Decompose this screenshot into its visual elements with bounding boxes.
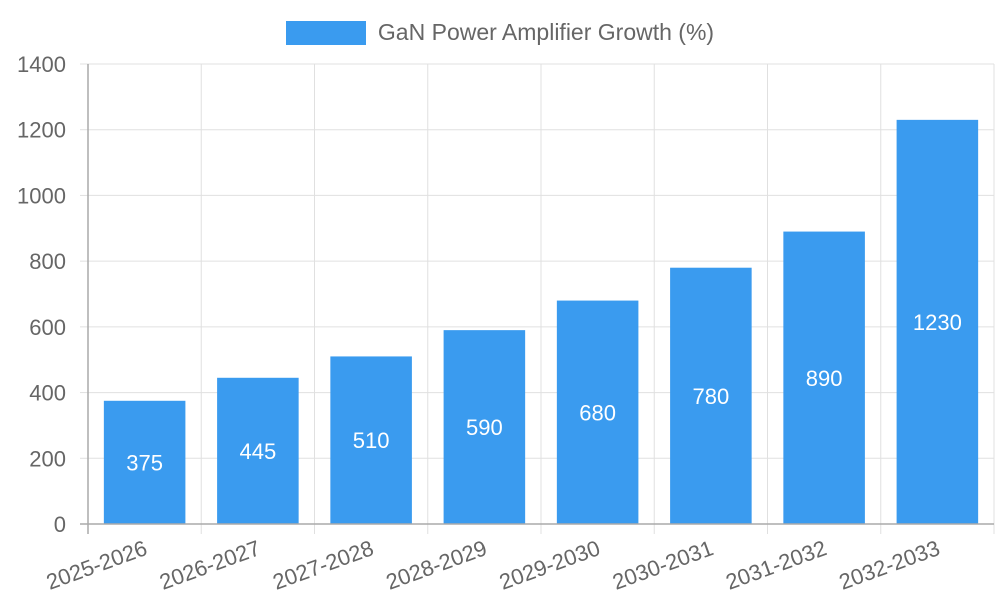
- x-tick-label: 2028-2029: [383, 535, 490, 594]
- bar-value-label: 680: [579, 400, 616, 425]
- bar-value-label: 1230: [913, 310, 962, 335]
- legend-swatch[interactable]: [285, 20, 366, 45]
- y-tick-label: 800: [29, 249, 66, 274]
- x-tick-label: 2030-2031: [609, 535, 716, 594]
- bar[interactable]: [330, 356, 412, 524]
- bar[interactable]: [103, 400, 186, 524]
- bars: 375 445 510 590 680 780 890 1230: [103, 119, 979, 525]
- bar[interactable]: [556, 300, 639, 524]
- bar-value-label: 510: [353, 428, 390, 453]
- y-tick-label: 1400: [17, 52, 66, 77]
- y-axis-labels: 0 200 400 600 800 1000 1200 1400: [17, 52, 66, 537]
- x-tick-label: 2029-2030: [496, 535, 603, 594]
- x-axis-labels: 2025-2026 2026-2027 2027-2028 2028-2029 2029…: [43, 535, 943, 594]
- bar[interactable]: [670, 267, 752, 524]
- axes: [80, 63, 994, 534]
- bar[interactable]: [783, 231, 865, 525]
- y-tick-label: 200: [29, 446, 66, 471]
- bar[interactable]: [217, 377, 299, 524]
- y-tick-label: 0: [54, 512, 66, 537]
- bar-value-label: 780: [693, 384, 730, 409]
- y-tick-label: 1200: [17, 118, 66, 143]
- x-tick-label: 2031-2032: [722, 535, 829, 594]
- chart-legend: GaN Power Amplifier Growth (%): [0, 19, 1000, 46]
- y-tick-label: 1000: [17, 183, 66, 208]
- bar-value-label: 590: [466, 415, 503, 440]
- bar-value-label: 445: [240, 439, 277, 464]
- x-tick-label: 2027-2028: [269, 535, 376, 594]
- x-tick-label: 2025-2026: [43, 535, 150, 594]
- bar[interactable]: [896, 119, 979, 524]
- y-tick-label: 600: [29, 315, 66, 340]
- y-tick-label: 400: [29, 381, 66, 406]
- bar-value-label: 890: [806, 366, 843, 391]
- x-tick-label: 2032-2033: [836, 535, 943, 594]
- legend-label[interactable]: GaN Power Amplifier Growth (%): [377, 19, 715, 45]
- bar-value-label: 375: [126, 450, 163, 475]
- bar[interactable]: [443, 330, 526, 524]
- x-tick-label: 2026-2027: [156, 535, 263, 594]
